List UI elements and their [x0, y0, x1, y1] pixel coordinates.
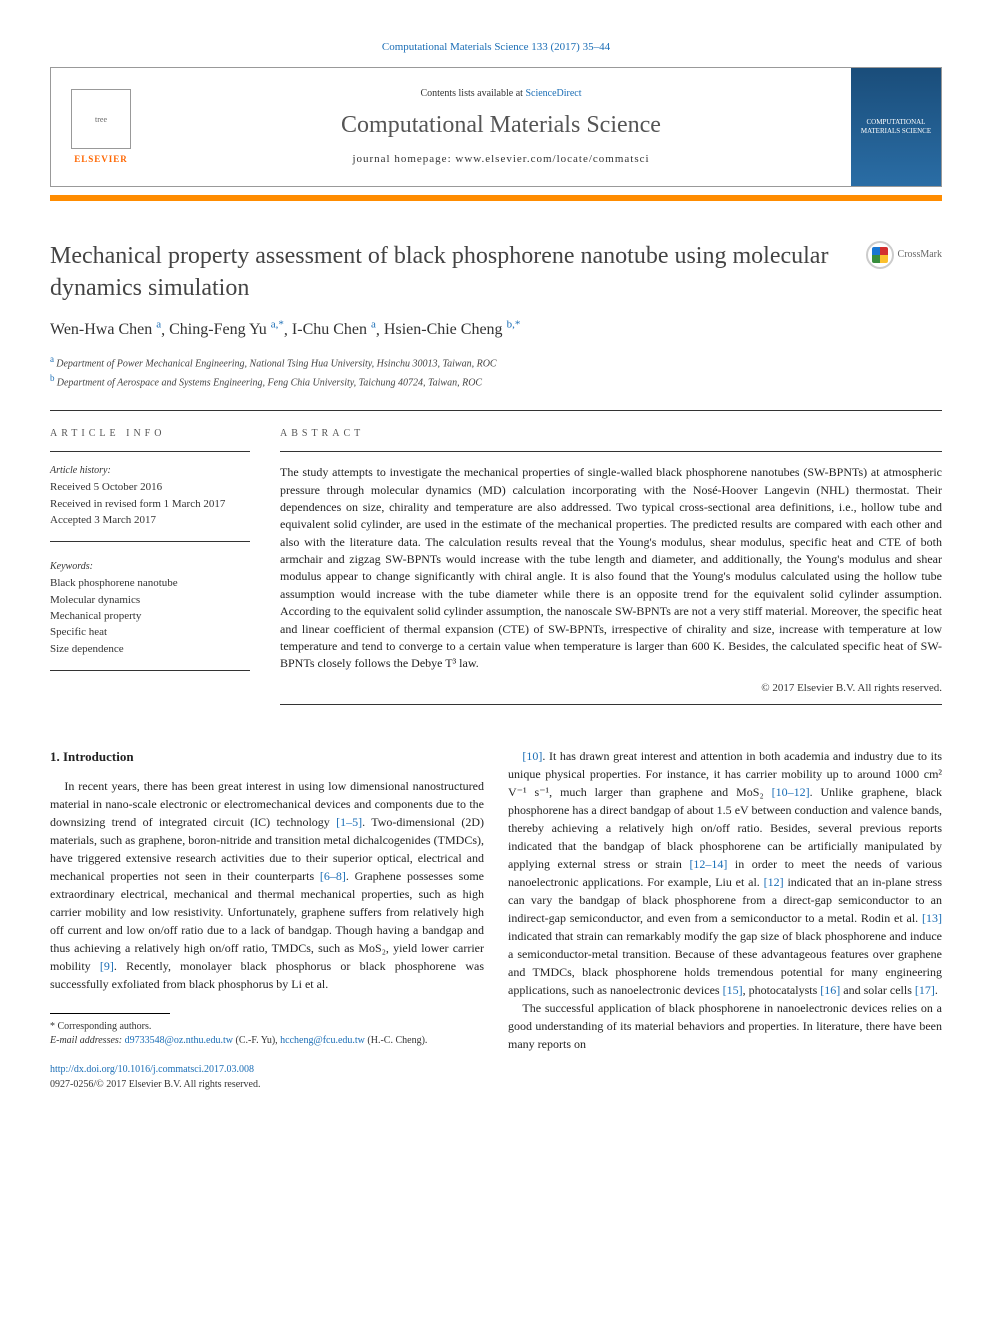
citation-ref[interactable]: [15]	[723, 983, 743, 997]
abstract-label: ABSTRACT	[280, 427, 942, 441]
citation-ref[interactable]: [16]	[820, 983, 840, 997]
email-link[interactable]: hccheng@fcu.edu.tw	[280, 1035, 365, 1046]
citation-ref[interactable]: [6–8]	[320, 869, 346, 883]
author: Wen-Hwa Chen a	[50, 321, 161, 338]
body-right-column: [10]. It has drawn great interest and at…	[508, 747, 942, 1092]
citation-ref[interactable]: [9]	[100, 959, 114, 973]
keyword: Specific heat	[50, 625, 250, 640]
sciencedirect-link[interactable]: ScienceDirect	[525, 88, 581, 99]
body-columns: 1. Introduction In recent years, there h…	[50, 747, 942, 1092]
body-paragraph: The successful application of black phos…	[508, 999, 942, 1053]
author-sup: a	[156, 319, 161, 331]
issn-copyright: 0927-0256/© 2017 Elsevier B.V. All right…	[50, 1077, 484, 1092]
author-sup: a	[371, 319, 376, 331]
keyword: Molecular dynamics	[50, 593, 250, 608]
citation-ref[interactable]: [12–14]	[689, 857, 727, 871]
author: Hsien-Chie Cheng b,*	[384, 321, 520, 338]
affiliation: a Department of Power Mechanical Enginee…	[50, 353, 942, 371]
citation-line: Computational Materials Science 133 (201…	[50, 40, 942, 55]
author-sup: b,*	[507, 319, 521, 331]
contents-prefix: Contents lists available at	[420, 88, 525, 99]
crossmark-label: CrossMark	[898, 248, 942, 262]
citation-ref[interactable]: [10]	[522, 749, 542, 763]
affiliations: a Department of Power Mechanical Enginee…	[50, 353, 942, 390]
keywords-label: Keywords:	[50, 560, 250, 574]
citation-ref[interactable]: [10–12]	[772, 785, 810, 799]
citation-ref[interactable]: [17]	[915, 983, 935, 997]
author: I-Chu Chen a	[292, 321, 376, 338]
citation-ref[interactable]: [13]	[922, 911, 942, 925]
history-item: Accepted 3 March 2017	[50, 513, 250, 528]
corresponding-note: * Corresponding authors.	[50, 1020, 484, 1034]
abstract-text: The study attempts to investigate the me…	[280, 464, 942, 673]
elsevier-label: ELSEVIER	[74, 153, 128, 166]
history-label: Article history:	[50, 464, 250, 478]
body-paragraph: [10]. It has drawn great interest and at…	[508, 747, 942, 999]
keyword: Black phosphorene nanotube	[50, 576, 250, 591]
abstract-copyright: © 2017 Elsevier B.V. All rights reserved…	[280, 681, 942, 696]
keyword: Size dependence	[50, 642, 250, 657]
cover-thumbnail: COMPUTATIONAL MATERIALS SCIENCE	[851, 68, 941, 186]
article-info-column: ARTICLE INFO Article history: Received 5…	[50, 427, 250, 717]
footnote-separator	[50, 1013, 170, 1014]
affiliation: b Department of Aerospace and Systems En…	[50, 372, 942, 390]
article-info-label: ARTICLE INFO	[50, 427, 250, 441]
journal-header: tree ELSEVIER Contents lists available a…	[50, 67, 942, 187]
crossmark-badge[interactable]: CrossMark	[866, 241, 942, 269]
crossmark-icon	[866, 241, 894, 269]
history-item: Received in revised form 1 March 2017	[50, 497, 250, 512]
citation-ref[interactable]: [1–5]	[336, 815, 362, 829]
elsevier-logo: tree ELSEVIER	[51, 68, 151, 186]
accent-bar	[50, 195, 942, 201]
email-link[interactable]: d9733548@oz.nthu.edu.tw	[125, 1035, 233, 1046]
citation-ref[interactable]: [12]	[764, 875, 784, 889]
keyword: Mechanical property	[50, 609, 250, 624]
section-heading: 1. Introduction	[50, 747, 484, 767]
body-paragraph: In recent years, there has been great in…	[50, 777, 484, 993]
author: Ching-Feng Yu a,*	[169, 321, 284, 338]
doi-link[interactable]: http://dx.doi.org/10.1016/j.commatsci.20…	[50, 1064, 254, 1075]
history-item: Received 5 October 2016	[50, 480, 250, 495]
article-title: Mechanical property assessment of black …	[50, 241, 942, 303]
email-line: E-mail addresses: d9733548@oz.nthu.edu.t…	[50, 1034, 484, 1048]
header-center: Contents lists available at ScienceDirec…	[151, 68, 851, 186]
journal-title: Computational Materials Science	[341, 109, 661, 143]
contents-available: Contents lists available at ScienceDirec…	[420, 87, 581, 101]
author-sup: a,*	[271, 319, 284, 331]
author-list: Wen-Hwa Chen a, Ching-Feng Yu a,*, I-Chu…	[50, 318, 942, 342]
journal-homepage: journal homepage: www.elsevier.com/locat…	[352, 152, 649, 167]
elsevier-tree-icon: tree	[71, 89, 131, 149]
body-left-column: 1. Introduction In recent years, there h…	[50, 747, 484, 1092]
abstract-column: ABSTRACT The study attempts to investiga…	[280, 427, 942, 717]
